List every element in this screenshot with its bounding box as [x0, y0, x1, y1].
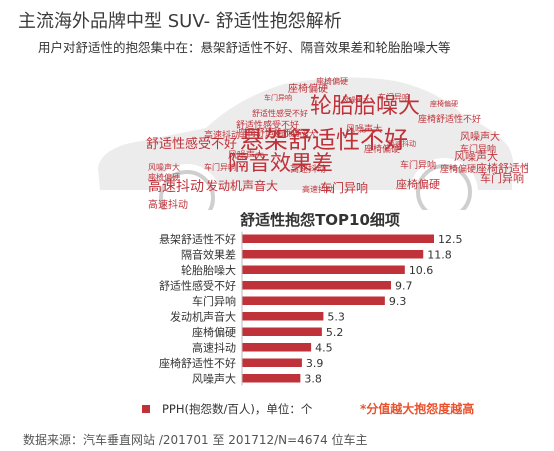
- cloud-word: 风噪声大: [346, 123, 382, 135]
- cloud-word: 座椅偏硬: [148, 172, 180, 182]
- bar-value-label: 12.5: [438, 233, 463, 246]
- cloud-word: 舒适性感受不好: [146, 136, 237, 152]
- cloud-word: 隔音效果差: [228, 151, 333, 175]
- chart-note: *分值越大抱怨度越高: [360, 402, 475, 416]
- cloud-word: 车门异响: [320, 180, 368, 195]
- bar-value-label: 3.8: [304, 372, 322, 385]
- cloud-word: 车门异响: [264, 93, 292, 102]
- bar: [242, 296, 385, 305]
- rear-wheel: [416, 164, 472, 210]
- cloud-word: 风噪声大: [342, 95, 370, 104]
- cloud-word: 舒适性感受不好: [252, 108, 308, 118]
- cloud-word: 座椅舒适性不好: [238, 127, 301, 139]
- front-wheel: [159, 170, 215, 210]
- cloud-word: 座椅偏硬: [430, 99, 458, 108]
- page-subtitle: 用户对舒适性的抱怨集中在：悬架舒适性不好、隔音效果差和轮胎胎噪大等: [38, 40, 451, 55]
- cloud-word: 风噪声大: [148, 162, 180, 172]
- cloud-word: 座椅偏硬: [396, 177, 440, 191]
- category-label: 座椅舒适性不好: [159, 356, 236, 370]
- bar: [242, 250, 424, 259]
- bar-value-label: 9.7: [395, 279, 413, 292]
- bar: [242, 358, 302, 367]
- cloud-word: 发动机声音大: [206, 178, 278, 193]
- page-title: 主流海外品牌中型 SUV- 舒适性抱怨解析: [18, 11, 342, 32]
- chart-title: 舒适性抱怨TOP10细项: [240, 211, 400, 229]
- bar: [242, 234, 434, 243]
- cloud-word: 车门异响: [480, 171, 524, 185]
- cloud-word: 高速抖动: [148, 198, 188, 210]
- category-label: 发动机声音大: [170, 309, 236, 323]
- cloud-word: 座椅偏硬: [288, 82, 328, 95]
- legend-swatch: [142, 405, 150, 413]
- cloud-word: 高速抖动: [148, 178, 204, 195]
- bar-value-label: 5.3: [327, 310, 345, 323]
- car-silhouette: [98, 77, 514, 190]
- bar: [242, 281, 391, 290]
- cloud-word: 风噪声大: [460, 130, 500, 143]
- category-label: 舒适性感受不好: [159, 278, 236, 292]
- cloud-word: 悬架舒适性不好: [240, 126, 408, 154]
- data-source: 数据来源：汽车垂直网站 /201701 至 201712/N=4674 位车主: [23, 433, 368, 447]
- bar-value-label: 9.3: [389, 295, 407, 308]
- front-wheel-arch: [153, 164, 221, 210]
- category-label: 悬架舒适性不好: [159, 232, 236, 246]
- category-label: 隔音效果差: [181, 247, 236, 261]
- cloud-word: 车门异响: [400, 159, 436, 171]
- category-label: 高速抖动: [192, 340, 236, 354]
- cloud-word: 高速抖动: [388, 139, 416, 148]
- cloud-word: 高速抖动: [290, 163, 326, 175]
- cloud-word: 座椅偏硬: [316, 76, 348, 86]
- cloud-word: 车门异响: [378, 92, 410, 102]
- category-label: 轮胎胎噪大: [181, 263, 236, 277]
- bar: [242, 312, 324, 321]
- cloud-word: 风噪声大: [228, 149, 264, 161]
- cloud-word: 座椅舒适性不好: [418, 113, 481, 125]
- bar: [242, 265, 405, 274]
- bar: [242, 327, 322, 336]
- cloud-word: 高速抖动: [302, 184, 334, 194]
- bar-value-label: 4.5: [315, 341, 333, 354]
- cloud-word: 座椅偏硬: [364, 143, 400, 155]
- cloud-word: 高速抖动: [204, 129, 240, 141]
- bar-value-label: 10.6: [409, 264, 434, 277]
- cloud-word: 车门异响: [460, 143, 496, 155]
- bar-chart: 舒适性抱怨TOP10细项 悬架舒适性不好 12.5 隔音效果差 11.8 轮胎胎噪大 10…: [159, 211, 463, 386]
- bar-value-label: 11.8: [427, 248, 452, 261]
- bar: [242, 374, 301, 383]
- category-label: 风噪声大: [192, 371, 236, 385]
- cloud-word: 车门异响: [204, 162, 236, 172]
- bar-value-label: 3.9: [306, 357, 324, 370]
- cloud-word: 座椅偏硬: [440, 163, 476, 175]
- cloud-word: 舒适性感受不好: [236, 119, 299, 131]
- cloud-word: 风噪声大: [454, 149, 498, 163]
- chart-legend: PPH(抱怨数/百人)，单位：个: [142, 401, 312, 417]
- bar: [242, 343, 312, 352]
- bar-value-label: 5.2: [326, 326, 344, 339]
- cloud-word: 轮胎胎噪大: [310, 94, 420, 119]
- cloud-word: 座椅舒适性不好: [476, 161, 528, 175]
- cloud-word: 发动机声音大: [274, 129, 316, 138]
- category-label: 座椅偏硬: [192, 325, 236, 339]
- category-label: 车门异响: [192, 294, 236, 308]
- legend-label: PPH(抱怨数/百人)，单位：个: [162, 402, 313, 416]
